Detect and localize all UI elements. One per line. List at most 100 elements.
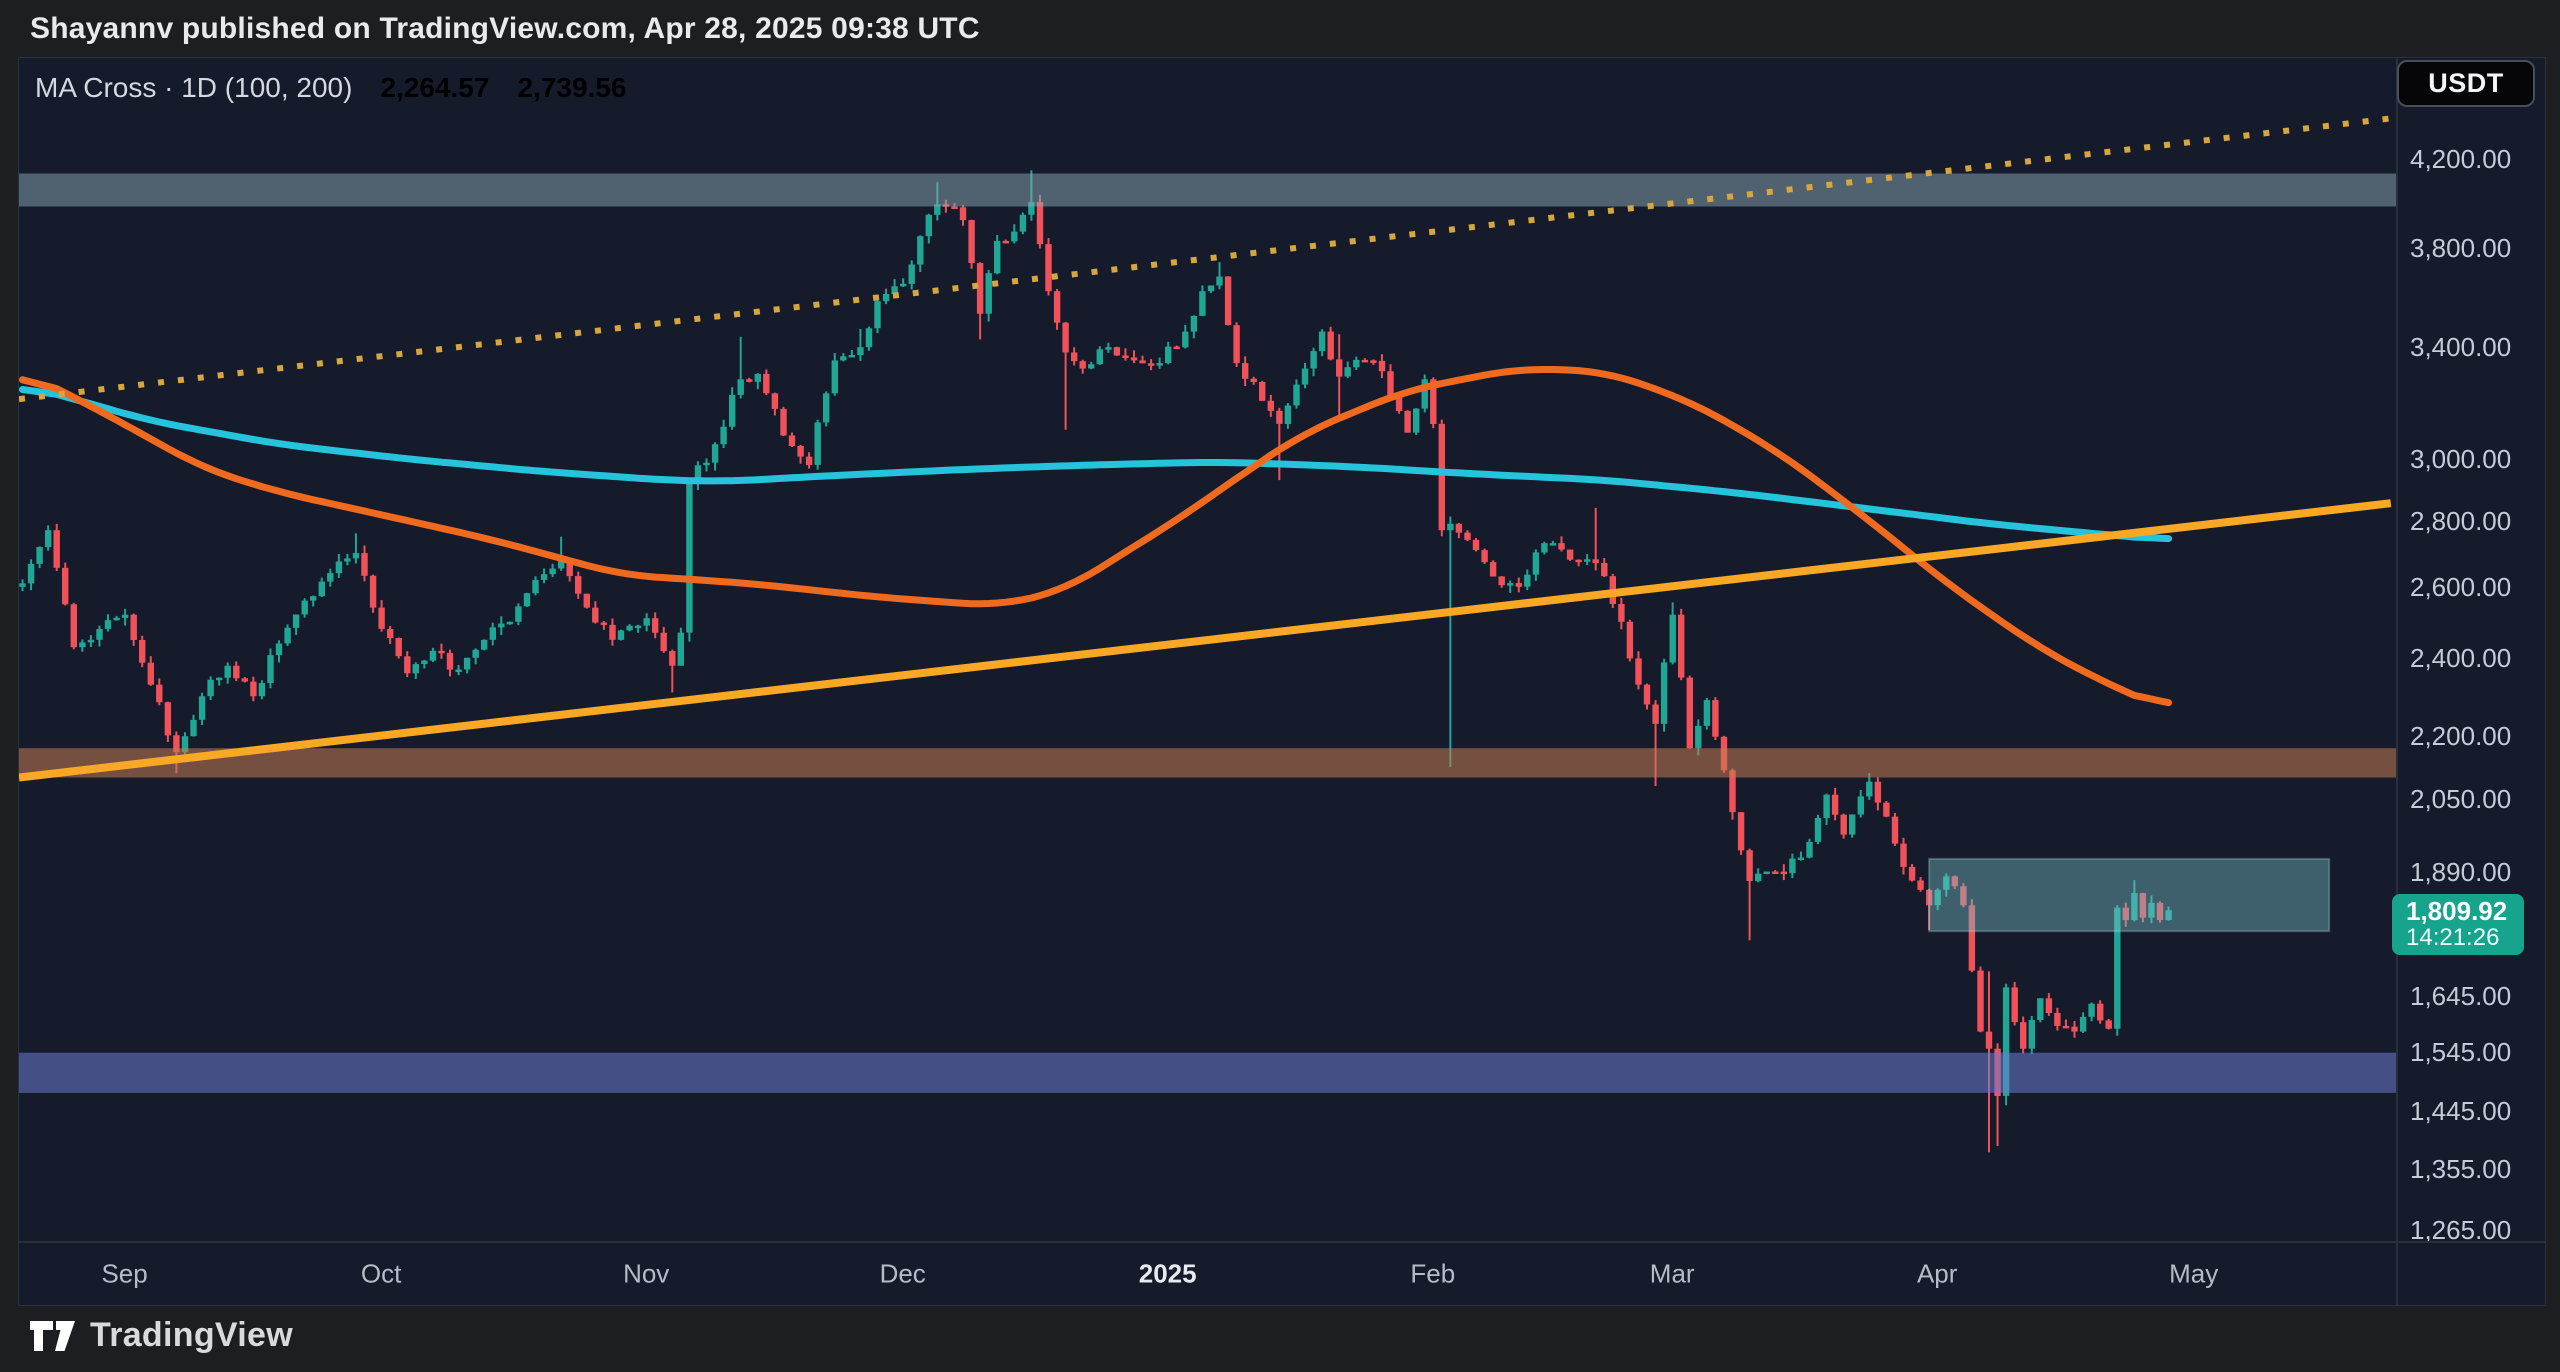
candle-body	[1900, 843, 1907, 867]
candle-body	[96, 629, 103, 640]
candle-body	[1823, 794, 1830, 818]
candle-body	[1062, 322, 1069, 353]
candle-body	[609, 624, 616, 640]
candle-body	[2156, 902, 2164, 921]
time-axis-label-month: Mar	[1649, 1258, 1695, 1289]
candle-body	[1336, 359, 1343, 377]
candle-body	[1353, 359, 1360, 368]
candle-body	[19, 583, 26, 587]
candle-body	[549, 568, 556, 575]
candle-body	[900, 283, 907, 287]
candle-body	[1678, 614, 1685, 678]
candle-body	[2105, 1020, 2112, 1029]
candle-body	[361, 553, 368, 576]
candle-body	[1293, 384, 1300, 406]
price-axis[interactable]: 4,200.00 3,800.00 3,400.00 3,000.00 2,800.00…	[2392, 58, 2545, 1305]
candle-body	[429, 650, 437, 661]
candle-body	[523, 593, 531, 607]
candle-body	[1532, 552, 1540, 575]
candle-body	[1105, 347, 1112, 350]
candle-body	[1951, 876, 1958, 887]
candle-body	[814, 422, 821, 465]
candle-body	[1498, 576, 1505, 586]
candle-body	[592, 607, 599, 623]
publish-info-text: Shayannv published on TradingView.com, A…	[30, 11, 980, 45]
time-axis-label-month: May	[2169, 1258, 2219, 1289]
candle-body	[711, 444, 719, 463]
time-axis[interactable]: Sep Oct Nov Dec 2025 Feb Mar Apr May	[19, 1241, 2545, 1305]
candle-body	[540, 574, 548, 580]
currency-toggle-button[interactable]: USDT	[2397, 60, 2535, 107]
candle-body	[848, 355, 855, 358]
candle-body	[1002, 240, 1009, 244]
candle-body	[1977, 970, 1984, 1032]
candle-body	[968, 220, 975, 263]
candle-body	[1216, 276, 1223, 286]
supply-zone-brown[interactable]	[19, 748, 2396, 778]
rising-solid-trendline[interactable]	[19, 499, 2392, 782]
candle-body	[1985, 1031, 1993, 1049]
candle-body	[2097, 1003, 2104, 1021]
candle-body	[1122, 355, 1129, 358]
candle-body	[2020, 1022, 2027, 1049]
candle-body	[1284, 405, 1292, 424]
candle-body	[1960, 886, 1967, 906]
price-tick-label: 1,890.00	[2410, 856, 2512, 887]
candle-body	[1276, 410, 1283, 424]
support-zone-navy[interactable]	[19, 1052, 2396, 1093]
candle-body	[1737, 812, 1745, 851]
candle-body	[1635, 658, 1642, 685]
candle-body	[575, 576, 582, 594]
candle-body	[1695, 725, 1702, 749]
candle-body	[2037, 998, 2044, 1020]
candle-body	[1524, 574, 1531, 587]
publish-info-bar: Shayannv published on TradingView.com, A…	[0, 0, 2560, 57]
candle-body	[1233, 325, 1240, 364]
price-tick-label: 4,200.00	[2410, 143, 2512, 174]
candle-body	[472, 649, 479, 658]
candle-body	[318, 581, 325, 597]
candle-body	[1626, 621, 1634, 659]
candle-body	[985, 273, 992, 314]
price-tick-label: 2,800.00	[2410, 505, 2512, 536]
candle-body	[908, 264, 915, 284]
candle-body	[1789, 858, 1796, 874]
candle-body	[2011, 987, 2018, 1023]
candle-body	[2079, 1016, 2087, 1032]
candle-body	[558, 559, 565, 569]
candle-body	[677, 632, 684, 666]
drawing-zones[interactable]	[19, 173, 2396, 1093]
candle-body	[626, 625, 633, 631]
tradingview-attribution[interactable]: TradingView	[30, 1316, 293, 1355]
candle-body	[1327, 331, 1334, 360]
candle-body	[1088, 364, 1095, 369]
candle-body	[1755, 873, 1762, 882]
candle-body	[369, 575, 377, 608]
resistance-zone-top[interactable]	[19, 173, 2396, 207]
candle-body	[1045, 244, 1052, 292]
candle-body	[865, 328, 873, 348]
candle-body	[395, 638, 402, 657]
candle-body	[45, 530, 52, 548]
rising-dotted-trendline[interactable]	[19, 115, 2392, 403]
candle-body	[1660, 662, 1668, 724]
candle-body	[1224, 276, 1232, 326]
candle-body	[1874, 781, 1882, 803]
candle-body	[617, 630, 625, 640]
candle-body	[2045, 998, 2053, 1013]
candle-body	[1857, 796, 1864, 815]
breakout-box-teal[interactable]	[1928, 857, 2331, 933]
price-chart-canvas[interactable]	[19, 58, 2396, 1241]
trendlines[interactable]	[19, 115, 2392, 782]
candle-body	[1430, 379, 1437, 424]
candle-body	[805, 456, 813, 465]
candle-body	[1729, 770, 1736, 813]
candle-body	[583, 593, 590, 608]
candle-body	[1071, 352, 1078, 362]
candle-body	[1438, 423, 1445, 531]
candle-body	[976, 263, 984, 314]
candle-body	[1592, 559, 1599, 564]
candle-body	[1934, 889, 1941, 906]
candle-body	[1772, 871, 1779, 874]
candle-body	[233, 665, 240, 679]
